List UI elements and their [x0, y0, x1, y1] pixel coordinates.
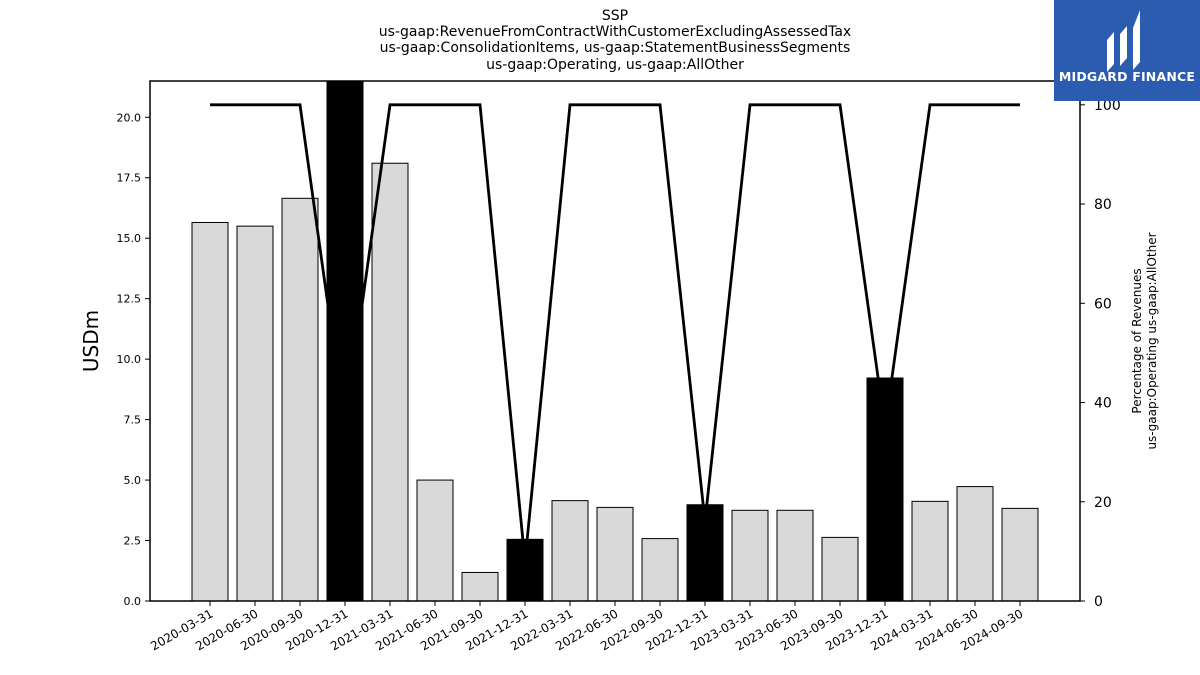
- bar-2023-12-31: [866, 377, 904, 602]
- bar-2023-09-30: [821, 536, 859, 602]
- title-line-2: us-gaap:RevenueFromContractWithCustomerE…: [379, 24, 851, 40]
- y-tick-label: 12.5: [117, 293, 142, 306]
- bar-2023-06-30: [776, 509, 814, 602]
- bar-2024-06-30: [956, 486, 994, 602]
- y2-tick-label: 20: [1094, 495, 1112, 511]
- y-tick-label: 15.0: [117, 232, 142, 245]
- y2-tick-label: 0: [1094, 594, 1103, 610]
- bar-2022-03-31: [551, 500, 589, 602]
- bar-2023-03-31: [731, 509, 769, 602]
- bar-2021-03-31: [371, 162, 409, 602]
- y2-axis-label: Percentage of Revenues us-gaap:Operating…: [1130, 232, 1159, 449]
- chart-title: SSP us-gaap:RevenueFromContractWithCusto…: [379, 8, 851, 73]
- title-line-3: us-gaap:ConsolidationItems, us-gaap:Stat…: [380, 40, 851, 56]
- title-line-1: SSP: [602, 8, 628, 24]
- y2-tick-label: 40: [1094, 396, 1112, 412]
- right-axis: 0 20 40 60 80 100: [1080, 98, 1121, 610]
- left-axis: 0.0 2.5 5.0 7.5 10.0 12.5 15.0 17.5 20.0: [117, 111, 150, 608]
- y-tick-label: 0.0: [124, 595, 142, 608]
- y2-tick-label: 80: [1094, 197, 1112, 213]
- brand-logo: MIDGARD FINANCE: [1054, 0, 1200, 101]
- bar-2021-06-30: [416, 479, 454, 602]
- y2-axis-label-line-1: Percentage of Revenues: [1130, 268, 1144, 413]
- y-tick-label: 20.0: [117, 111, 142, 124]
- y-tick-label: 7.5: [124, 414, 142, 427]
- line-series: [209, 103, 1021, 562]
- bar-2022-09-30: [641, 538, 679, 602]
- bar-2024-03-31: [911, 500, 949, 602]
- y2-tick-label: 60: [1094, 296, 1112, 312]
- x-axis: 2020-03-312020-06-302020-09-302020-12-31…: [148, 601, 1026, 653]
- bar-2024-09-30: [1001, 507, 1039, 602]
- y2-tick-label: 100: [1094, 98, 1121, 114]
- title-line-4: us-gaap:Operating, us-gaap:AllOther: [486, 57, 744, 73]
- y-tick-label: 5.0: [124, 474, 142, 487]
- y-tick-label: 17.5: [117, 172, 142, 185]
- bar-2020-03-31: [191, 221, 229, 602]
- y-tick-label: 2.5: [124, 535, 142, 548]
- y-axis-label: USDm: [79, 310, 103, 372]
- bar-2021-09-30: [461, 571, 499, 602]
- logo-text: MIDGARD FINANCE: [1058, 69, 1196, 84]
- bar-series: [191, 80, 1039, 602]
- bar-2020-06-30: [236, 225, 274, 602]
- y-tick-label: 10.0: [117, 353, 142, 366]
- bar-2020-09-30: [281, 197, 319, 602]
- logo-mark-icon: [1107, 10, 1140, 72]
- bar-2022-06-30: [596, 506, 634, 602]
- y2-axis-label-line-2: us-gaap:Operating us-gaap:AllOther: [1145, 232, 1159, 449]
